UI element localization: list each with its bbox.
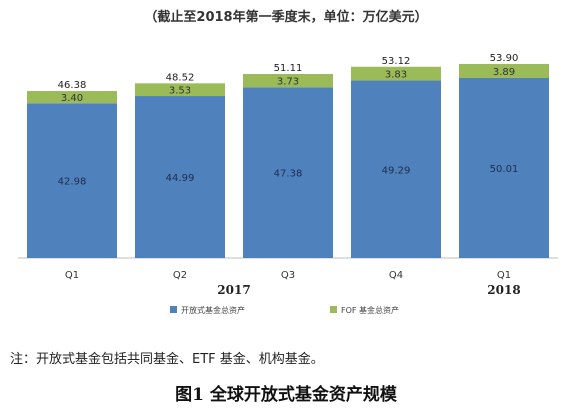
year-label: 2017 [217, 283, 250, 297]
stacked-bar-chart: 42.98 3.40 46.38 Q1 44.99 3.53 48.52 Q2 47.38 3.7… [18, 53, 558, 315]
data-label: 42.98 [58, 177, 87, 188]
data-label: 3.83 [385, 70, 407, 81]
legend-label: FOF 基金总资产 [341, 305, 399, 315]
legend-label: 开放式基金总资产 [181, 305, 245, 315]
x-tick-label: Q1 [65, 270, 79, 281]
bar-segment-fof-fund [243, 74, 333, 88]
x-tick-label: Q4 [389, 270, 403, 281]
bar-segment-fof-fund [135, 83, 225, 97]
bar-segment-open-end-fund [27, 103, 117, 258]
data-label: 3.89 [493, 67, 515, 78]
bar-segment-open-end-fund [351, 80, 441, 258]
data-label: 3.40 [61, 93, 83, 104]
total-label: 48.52 [166, 72, 195, 83]
chart-subtitle: （截止至2018年第一季度末，单位：万亿美元） [144, 10, 428, 25]
data-label: 50.01 [490, 164, 519, 175]
x-tick-label: Q2 [173, 270, 187, 281]
figure-caption: 图1 全球开放式基金资产规模 [175, 385, 397, 405]
total-label: 53.90 [490, 53, 519, 64]
bar-segment-fof-fund [459, 63, 549, 78]
x-tick-label: Q1 [497, 270, 511, 281]
bar-segment-fof-fund [351, 66, 441, 81]
total-label: 53.12 [382, 56, 411, 67]
data-label: 49.29 [382, 165, 411, 176]
bar-segment-fof-fund [27, 91, 117, 104]
chart-note: 注：开放式基金包括共同基金、ETF 基金、机构基金。 [10, 352, 324, 367]
bar-segment-open-end-fund [135, 96, 225, 258]
total-label: 46.38 [58, 80, 87, 91]
data-label: 47.38 [274, 169, 303, 180]
bar-segment-open-end-fund [459, 77, 549, 259]
data-label: 3.73 [277, 77, 299, 88]
bar-segment-open-end-fund [243, 87, 333, 258]
x-tick-label: Q3 [281, 270, 295, 281]
data-label: 44.99 [166, 173, 195, 184]
data-label: 3.53 [169, 86, 191, 97]
total-label: 51.11 [274, 63, 303, 74]
legend-swatch [170, 306, 177, 313]
legend-swatch [330, 306, 337, 313]
year-label: 2018 [487, 283, 520, 297]
